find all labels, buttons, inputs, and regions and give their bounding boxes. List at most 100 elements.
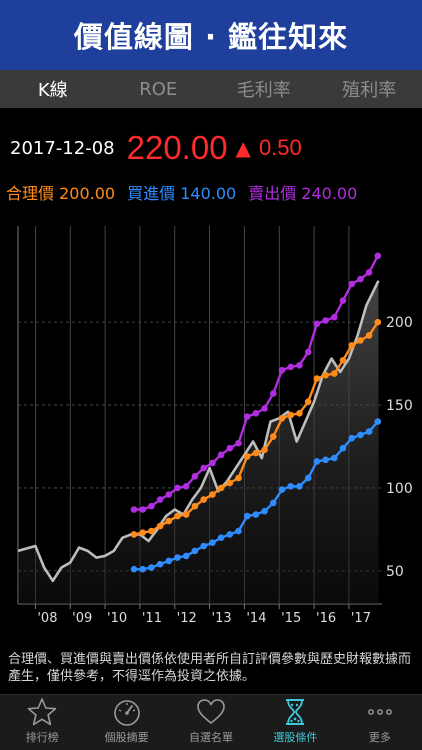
series-fair-price-point [130, 531, 138, 538]
series-buy-price-point [322, 456, 329, 464]
series-buy-price-point [174, 554, 181, 561]
page-title: 價值線圖 · 鑑往知來 [73, 20, 349, 54]
x-tick-label: '11 [142, 611, 162, 626]
x-tick-label: '13 [212, 611, 232, 626]
x-tick-label: '17 [351, 611, 371, 626]
series-sell-price-point [235, 439, 242, 447]
series-price-area [18, 280, 379, 604]
series-fair-price-point [304, 398, 312, 405]
series-fair-price-point [252, 449, 260, 457]
series-sell-price-point [165, 491, 173, 498]
tabbar-watchlist-label: 自選名單 [189, 731, 234, 744]
series-buy-price-point [296, 483, 303, 490]
series-buy-price-point [278, 486, 286, 493]
legend-sell-value: 240.00 [301, 184, 358, 203]
star-icon [27, 697, 57, 727]
series-fair-price-point [235, 474, 242, 482]
series-sell-price-point [287, 363, 295, 371]
series-fair-price-point [374, 318, 382, 326]
series-sell-price-point [365, 269, 373, 276]
quote-date: 2017-12-08 [10, 137, 115, 159]
series-fair-price-point [357, 337, 364, 344]
series-buy-price-point [139, 565, 146, 573]
series-fair-price-point [139, 529, 146, 536]
series-sell-price-point [270, 390, 277, 397]
series-buy-price-point [270, 499, 277, 507]
quote-price: 220.00 [126, 129, 228, 166]
series-price-line [17, 280, 380, 583]
series-buy-price-point [182, 552, 190, 560]
series-fair-price-point [365, 332, 373, 339]
series-fair-price-point [348, 342, 356, 349]
y-tick-label: 200 [386, 315, 413, 331]
x-tick-label: '12 [177, 611, 197, 626]
series-buy-price-point [348, 434, 356, 442]
series-sell-price-point [174, 484, 181, 492]
x-tick-label: '10 [107, 611, 127, 626]
series-fair-price-point [217, 484, 225, 492]
series-fair-price-point [200, 496, 207, 503]
series-fair-price-point [243, 453, 251, 460]
series-fair-price-point [148, 527, 155, 535]
series-sell-price-point [374, 252, 382, 260]
series-fair-price-point [313, 375, 321, 382]
legend-buy-label: 買進價 [127, 184, 176, 203]
heart-icon [196, 697, 226, 727]
series-sell-price-point [304, 348, 312, 356]
hourglass-icon [280, 697, 310, 727]
legend-fair-value: 200.00 [59, 184, 116, 203]
series-fair-price-point [270, 433, 277, 440]
series-fair-price-point [331, 370, 338, 377]
tab-k-line[interactable]: K線 [37, 80, 68, 101]
series-sell-price-point [331, 313, 338, 321]
quote-row: 2017-12-08 220.00 ▲ 0.50 [10, 126, 302, 170]
series-sell-price-point [357, 275, 364, 283]
series-fair-price-point [156, 522, 164, 530]
tabbar-ranking-label: 排行榜 [25, 731, 59, 744]
gauge-icon [112, 697, 142, 727]
tab-dividend-yield[interactable]: 殖利率 [342, 80, 397, 101]
series-buy-price-point [200, 542, 207, 550]
series-sell-price-point [322, 317, 329, 324]
series-sell-price-point [217, 451, 225, 459]
legend-buy-value: 140.00 [180, 184, 237, 203]
tabbar-more[interactable]: 更多 [338, 695, 422, 750]
series-buy-price-point [235, 527, 242, 535]
x-tick-label: '16 [316, 611, 336, 626]
series-fair-price-point [278, 415, 286, 422]
tabbar-ranking[interactable]: 排行榜 [0, 695, 84, 750]
legend-buy-price: 買進價 140.00 [127, 180, 236, 204]
series-fair-price-point [182, 511, 190, 518]
tabbar-stock-summary-label: 個股摘要 [104, 731, 149, 744]
tab-roe[interactable]: ROE [139, 78, 178, 100]
tabbar-watchlist[interactable]: 自選名單 [169, 695, 253, 750]
series-buy-price-point [252, 511, 260, 518]
chart-tabs: K線 ROE 毛利率 殖利率 [0, 70, 422, 108]
series-sell-price-point [200, 464, 207, 472]
legend-fair-price: 合理價 200.00 [6, 180, 115, 204]
series-fair-price-point [165, 517, 173, 525]
series-buy-price-point [374, 418, 382, 425]
series-sell-price-point [278, 366, 286, 374]
tabbar-stock-summary[interactable]: 個股摘要 [84, 695, 168, 750]
more-icon [365, 697, 395, 727]
x-tick-label: '09 [72, 611, 92, 626]
y-tick-label: 100 [386, 481, 413, 497]
value-line-chart[interactable]: 50 100 150 200 '08 '09 '10 '11 '12 '13 '14 '15 '16 '1… [0, 210, 422, 640]
tabbar-screener-label: 選股條件 [273, 731, 318, 744]
series-sell-price-point [156, 496, 164, 503]
series-buy-price-point [339, 444, 347, 452]
tab-gross-margin[interactable]: 毛利率 [236, 80, 291, 101]
series-buy-price-point [331, 454, 338, 462]
series-fair-price-point [226, 479, 234, 487]
y-tick-label: 150 [386, 398, 413, 414]
y-tick-label: 50 [386, 564, 404, 580]
series-buy-price-point [261, 507, 268, 515]
series-sell-price-point [243, 413, 251, 420]
tabbar-screener[interactable]: 選股條件 [253, 695, 337, 750]
triangle-up-icon: ▲ [235, 136, 251, 160]
series-buy-price-point [148, 564, 155, 571]
series-sell-price-point [191, 473, 199, 480]
series-sell-price-point [313, 320, 321, 328]
series-buy-price-point [226, 531, 234, 538]
